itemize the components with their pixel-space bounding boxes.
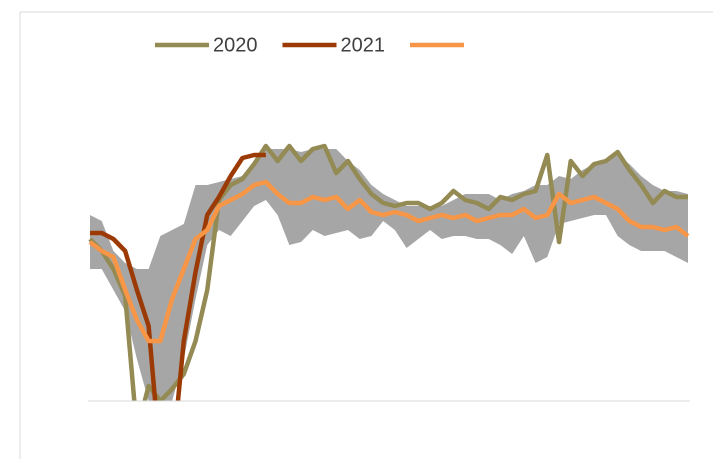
series-line: [90, 152, 266, 401]
plot-area: [88, 143, 690, 401]
range-band: [90, 149, 688, 401]
legend-label: 2020: [213, 34, 258, 56]
legend: 2020 2021: [155, 34, 464, 56]
legend-label: 2021: [341, 34, 386, 56]
series-line: [88, 143, 688, 401]
series-line: [88, 179, 690, 344]
